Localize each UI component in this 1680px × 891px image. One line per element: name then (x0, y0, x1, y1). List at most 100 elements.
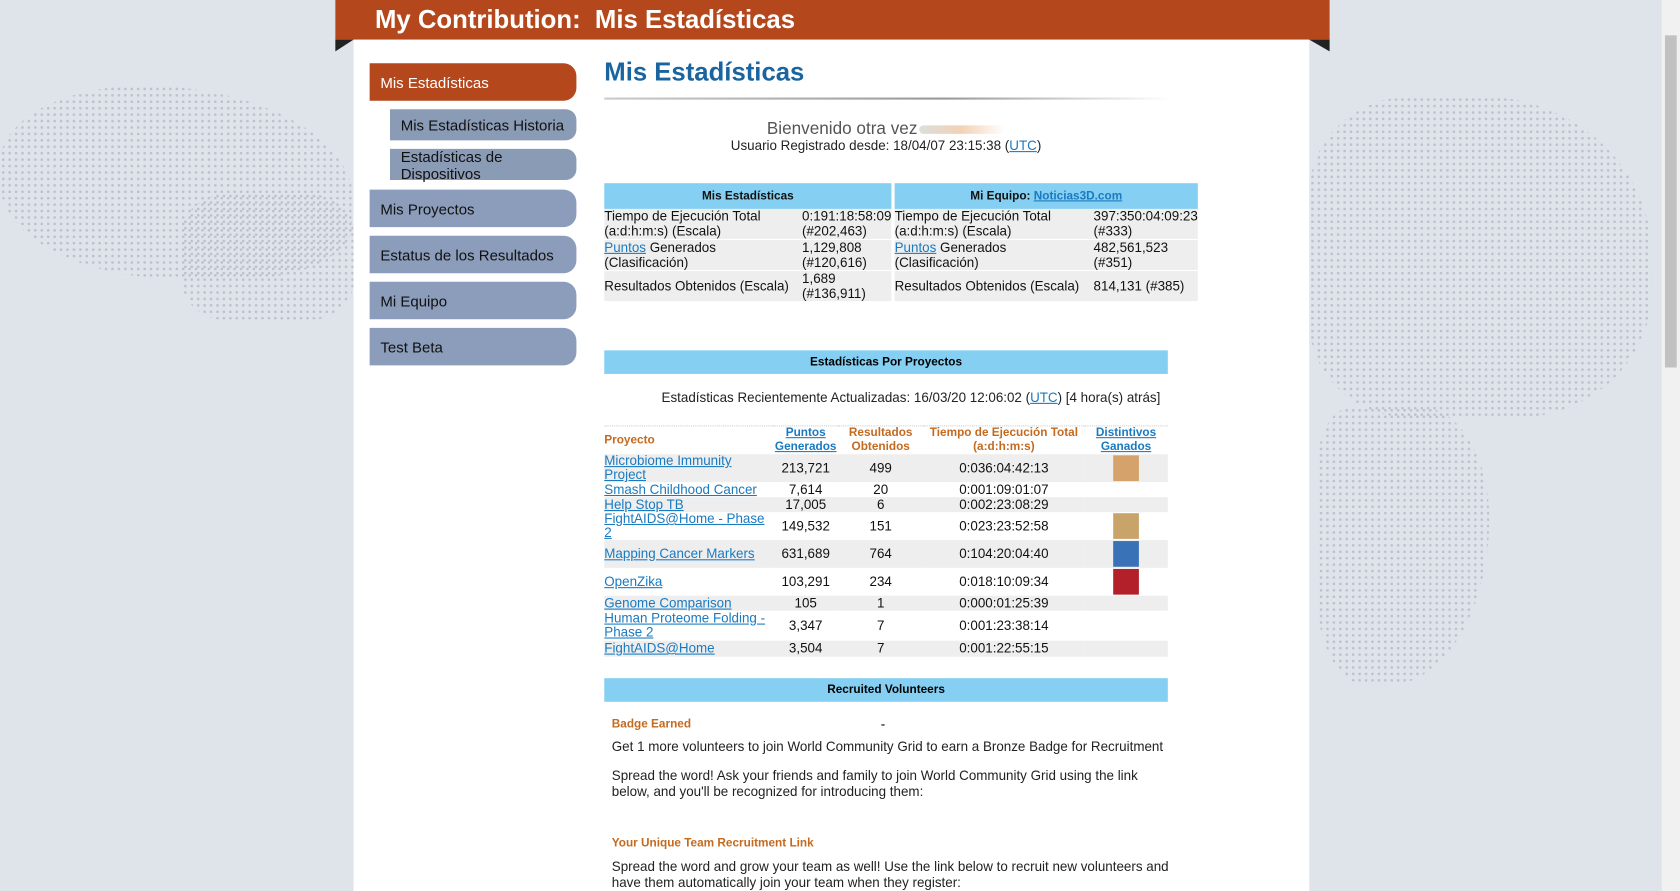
nav-subitem[interactable]: Mis Estadísticas Historia (389, 109, 577, 141)
column-header: Tiempo de Ejecución Total (a:d:h:m:s) (923, 425, 1085, 455)
project-cell: 0:001:23:38:14 (959, 617, 1049, 633)
badge-cell (1084, 482, 1168, 497)
stat-row: Puntos Generados (Clasificación) 1,129,80… (604, 239, 892, 270)
section-title: Recruited Volunteers (604, 678, 1168, 702)
project-cell: 631,689 (773, 539, 838, 568)
registered: Usuario Registrado desde: 18/04/07 23:15… (604, 138, 1168, 153)
project-row: Smash Childhood Cancer 7,614 20 0:001:09:01… (604, 482, 1168, 497)
stat-label: Resultados Obtenidos (Escala) (604, 271, 803, 302)
column-header[interactable]: Distintivos Ganados (1084, 425, 1168, 455)
map-dots (1317, 407, 1490, 686)
project-cell: 0:036:04:42:13 (923, 454, 1085, 483)
project-cell: 0:018:10:09:34 (959, 573, 1049, 589)
stat-value: 0:191:18:58:09 (#202,463) (802, 208, 892, 239)
stat-label-text: Resultados Obtenidos (Escala) (894, 278, 1080, 294)
stat-value: 1,689 (#136,911) (802, 271, 892, 302)
project-row: OpenZika 103,291 234 0:018:10:09:34 (604, 568, 1168, 596)
stat-row: Resultados Obtenidos (Escala) 1,689 (#136… (604, 271, 892, 302)
scrollbar[interactable] (1661, 0, 1680, 891)
badge-label: Badge Earned (611, 717, 692, 731)
nav-item[interactable]: Test Beta (369, 327, 577, 366)
column-header[interactable]: Puntos Generados (773, 425, 838, 455)
stat-value: 1,129,808 (#120,616) (802, 239, 892, 270)
stat-row: Tiempo de Ejecución Total (a:d:h:m:s) (E… (604, 208, 892, 239)
badge-cell (1084, 595, 1168, 611)
utc-link[interactable]: UTC (1030, 389, 1058, 405)
table-title: Mi Equipo: Noticias3D.com (894, 183, 1198, 209)
nav-item[interactable]: Mi Equipo (369, 281, 577, 320)
project-name[interactable]: Microbiome Immunity Project (604, 454, 774, 483)
project-cell: 0:001:09:01:07 (959, 481, 1049, 497)
badge-icon (1113, 455, 1139, 482)
project-name[interactable]: Smash Childhood Cancer (604, 481, 757, 497)
badge-cell (1084, 568, 1168, 596)
project-cell: 0:001:22:55:15 (923, 640, 1085, 657)
registered-end: ) (1036, 138, 1042, 154)
stat-label-text: Resultados Obtenidos (Escala) (604, 278, 789, 294)
updated-text: Estadísticas Recientemente Actualizadas:… (661, 389, 1031, 405)
project-cell: 3,504 (773, 640, 838, 657)
badge-cell (1084, 539, 1168, 568)
recruit-text: Spread the word and grow your team as we… (611, 859, 1169, 891)
recruit-text: Spread the word! Ask your friends and fa… (611, 768, 1138, 800)
team-stats-table: Mi Equipo: Noticias3D.com Tiempo de Ejec… (894, 183, 1198, 302)
utc-link[interactable]: UTC (1009, 138, 1037, 154)
stat-label: Resultados Obtenidos (Escala) (894, 271, 1094, 302)
badge-cell (1084, 640, 1168, 657)
ribbon-fold (335, 39, 354, 52)
project-cell: 7 (876, 617, 885, 633)
points-link[interactable]: Puntos (894, 239, 937, 255)
team-title: Mi Equipo: (970, 189, 1034, 203)
stat-value: 814,131 (#385) (1093, 271, 1198, 302)
project-cell: 764 (837, 539, 924, 568)
project-row: Microbiome Immunity Project 213,721 499 0:0… (604, 454, 1168, 483)
nav-item[interactable]: Mis Estadísticas (369, 63, 577, 101)
project-cell: 0:002:23:08:29 (923, 497, 1085, 513)
welcome: Bienvenido otra vez (604, 120, 1168, 139)
stat-label: Puntos Generados (Clasificación) (894, 239, 1094, 270)
welcome-text: Bienvenido otra vez (766, 119, 918, 139)
team-link[interactable]: Noticias3D.com (1033, 189, 1123, 203)
spacer (895, 301, 1198, 302)
spacer (604, 301, 891, 302)
project-row: Genome Comparison 105 1 0:000:01:25:39 (604, 595, 1168, 611)
points-link[interactable]: Puntos (604, 239, 646, 255)
project-row: FightAIDS@Home - Phase 2 149,532 151 0:023:… (604, 512, 1168, 540)
table-title: Mis Estadísticas (604, 183, 892, 209)
stat-label-text: Generados (Clasificación) (894, 239, 1007, 270)
column-header: Proyecto (604, 425, 774, 455)
stat-label: Tiempo de Ejecución Total (a:d:h:m:s) (E… (894, 208, 1094, 239)
recruit-text: Get 1 more volunteers to join World Comm… (611, 739, 1164, 755)
page-header: My Contribution: Mis Estadísticas (335, 0, 1330, 40)
registered-text: Usuario Registrado desde: 18/04/07 23:15… (730, 138, 1010, 154)
project-name[interactable]: OpenZika (604, 573, 663, 589)
project-cell: 0:023:23:52:58 (959, 518, 1049, 534)
nav-item[interactable]: Mis Proyectos (369, 189, 577, 228)
project-cell: 7,614 (788, 481, 823, 497)
project-name[interactable]: Genome Comparison (604, 595, 774, 611)
nav-subitem[interactable]: Estadísticas de Dispositivos (389, 147, 577, 182)
project-cell: 151 (869, 518, 892, 534)
page-heading: Mis Estadísticas (604, 57, 805, 87)
project-cell: 17,005 (773, 497, 838, 513)
project-cell: 7 (837, 640, 924, 657)
stat-label-text: Generados (Clasificación) (604, 239, 716, 270)
project-cell: 105 (773, 595, 838, 611)
project-name[interactable]: Mapping Cancer Markers (604, 539, 774, 568)
badge-cell (1084, 497, 1168, 513)
badge-cell (1084, 611, 1168, 641)
project-cell: 234 (869, 573, 892, 589)
nav-item[interactable]: Estatus de los Resultados (369, 235, 577, 274)
project-name[interactable]: FightAIDS@Home (604, 640, 774, 657)
project-name[interactable]: Help Stop TB (604, 497, 774, 513)
project-name[interactable]: FightAIDS@Home - Phase 2 (604, 511, 765, 540)
updated: Estadísticas Recientemente Actualizadas:… (604, 389, 1161, 405)
header-title: My Contribution: Mis Estadísticas (374, 5, 796, 35)
stat-label: Tiempo de Ejecución Total (a:d:h:m:s) (E… (604, 208, 803, 239)
divider (604, 97, 1173, 100)
stat-row: Tiempo de Ejecución Total (a:d:h:m:s) (E… (894, 208, 1198, 239)
project-row: Help Stop TB 17,005 6 0:002:23:08:29 (604, 497, 1168, 513)
project-name[interactable]: Human Proteome Folding - Phase 2 (604, 610, 766, 640)
badge-cell (1084, 512, 1168, 540)
